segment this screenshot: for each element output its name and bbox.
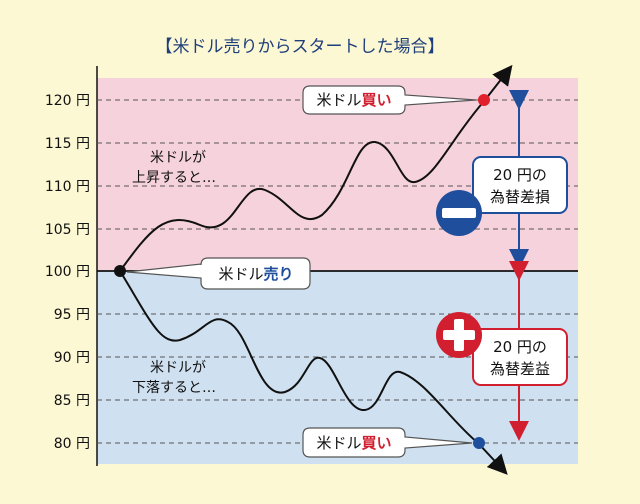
callout-buy-bottom-prefix: 米ドル: [316, 434, 361, 452]
end-point-80: [473, 437, 485, 449]
callout-sell: 米ドル売り: [126, 257, 311, 290]
svg-text:米ドル買い: 米ドル買い: [316, 91, 391, 109]
plus-circle-icon: [436, 312, 482, 358]
start-point: [114, 265, 126, 277]
diagram-title: 【米ドル売りからスタートした場合】: [156, 37, 445, 57]
y-tick-labels: 120 円 115 円 110 円 105 円 100 円 95 円 90 円 …: [45, 93, 90, 452]
callout-buy-bottom: 米ドル買い: [302, 427, 473, 458]
y-tick-80: 80 円: [54, 436, 90, 452]
note-down: 米ドルが 下落すると…: [132, 360, 216, 396]
gain-box: 20 円の 為替差益: [472, 328, 568, 386]
loss-box-line-2: 為替差損: [490, 188, 550, 206]
gain-box-line-2: 為替差益: [490, 360, 550, 378]
svg-text:米ドル売り: 米ドル売り: [218, 265, 293, 283]
y-tick-90: 90 円: [54, 350, 90, 366]
y-tick-115: 115 円: [45, 136, 90, 152]
loss-box: 20 円の 為替差損: [472, 156, 568, 214]
end-point-120: [478, 94, 490, 106]
minus-circle-icon: [436, 190, 482, 236]
y-tick-100: 100 円: [45, 264, 90, 280]
note-up-line-2: 上昇すると…: [132, 170, 216, 186]
svg-text:米ドル買い: 米ドル買い: [316, 434, 391, 452]
note-up: 米ドルが 上昇すると…: [132, 150, 216, 186]
callout-sell-prefix: 米ドル: [218, 265, 263, 283]
callout-buy-top: 米ドル買い: [302, 85, 477, 115]
note-down-line-2: 下落すると…: [132, 380, 216, 396]
price-path-up: [119, 64, 513, 272]
y-tick-85: 85 円: [54, 393, 90, 409]
y-tick-110: 110 円: [45, 179, 90, 195]
callout-buy-top-prefix: 米ドル: [316, 91, 361, 109]
gain-box-line-1: 20 円の: [493, 338, 547, 356]
y-tick-105: 105 円: [45, 222, 90, 238]
note-up-line-1: 米ドルが: [150, 150, 206, 166]
price-path-down: [119, 270, 508, 475]
y-tick-95: 95 円: [54, 307, 90, 323]
callout-sell-highlight: 売り: [264, 265, 294, 283]
callout-buy-top-highlight: 買い: [362, 91, 392, 109]
y-tick-120: 120 円: [45, 93, 90, 109]
loss-box-line-1: 20 円の: [493, 166, 547, 184]
note-down-line-1: 米ドルが: [150, 360, 206, 376]
callout-buy-bottom-highlight: 買い: [362, 434, 392, 452]
